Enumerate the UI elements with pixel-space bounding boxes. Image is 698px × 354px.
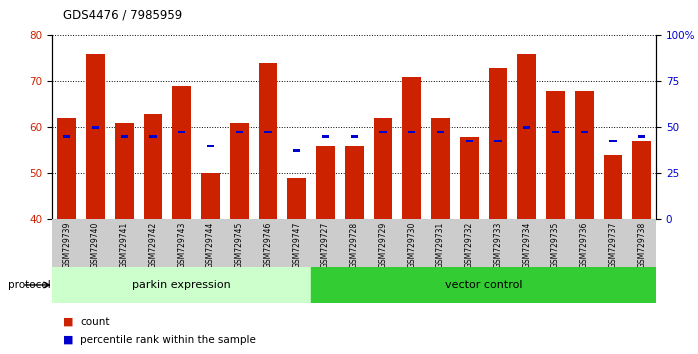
Bar [604,155,623,219]
Text: GSM729736: GSM729736 [580,222,588,268]
Bar [575,91,593,219]
Bar [517,54,536,219]
Text: GSM729747: GSM729747 [292,222,302,268]
Text: vector control: vector control [445,280,522,290]
Text: GSM729746: GSM729746 [263,222,272,268]
Bar [402,77,421,219]
Bar [322,136,329,138]
Bar [236,131,243,133]
Bar [207,145,214,147]
Bar [63,136,70,138]
Text: GSM729734: GSM729734 [522,222,531,268]
Bar [288,178,306,219]
Text: GSM729739: GSM729739 [62,222,71,268]
Bar [632,141,651,219]
Text: GSM729743: GSM729743 [177,222,186,268]
Bar [115,123,133,219]
Text: ■: ■ [63,335,73,345]
Text: GSM729728: GSM729728 [350,222,359,268]
Text: GSM729738: GSM729738 [637,222,646,268]
Bar [201,173,220,219]
Text: protocol: protocol [8,280,51,290]
Text: GSM729733: GSM729733 [493,222,503,268]
Bar [121,136,128,138]
Bar [52,267,311,303]
Bar [265,131,272,133]
Text: count: count [80,317,110,327]
Text: GSM729730: GSM729730 [407,222,416,268]
Text: GSM729729: GSM729729 [378,222,387,268]
Bar [431,118,450,219]
Bar [293,149,300,152]
Bar [230,123,248,219]
Bar [466,140,473,142]
Bar [316,146,335,219]
Bar [172,86,191,219]
Bar [523,126,530,129]
Text: GSM729732: GSM729732 [465,222,474,268]
Text: GSM729741: GSM729741 [120,222,128,268]
Bar [178,131,186,133]
Text: parkin expression: parkin expression [133,280,231,290]
Bar [350,136,358,138]
Text: GDS4476 / 7985959: GDS4476 / 7985959 [63,9,182,22]
Bar [57,118,76,219]
Text: ■: ■ [63,317,73,327]
Bar [609,140,616,142]
Text: GSM729735: GSM729735 [551,222,560,268]
Text: GSM729737: GSM729737 [609,222,618,268]
Text: GSM729727: GSM729727 [321,222,330,268]
Bar [373,118,392,219]
Bar [86,54,105,219]
Text: GSM729740: GSM729740 [91,222,100,268]
Bar [144,114,163,219]
Text: percentile rank within the sample: percentile rank within the sample [80,335,256,345]
Bar [460,137,479,219]
Bar [92,126,99,129]
Text: GSM729744: GSM729744 [206,222,215,268]
Bar [149,136,156,138]
Bar [552,131,559,133]
Bar [546,91,565,219]
Bar [408,131,415,133]
Bar [345,146,364,219]
Text: GSM729742: GSM729742 [149,222,158,268]
Bar [581,131,588,133]
Bar [380,131,387,133]
Bar [489,68,507,219]
Bar [259,63,277,219]
Bar [311,267,656,303]
Text: GSM729745: GSM729745 [235,222,244,268]
Bar [638,136,646,138]
Bar [437,131,444,133]
Text: GSM729731: GSM729731 [436,222,445,268]
Bar [494,140,502,142]
